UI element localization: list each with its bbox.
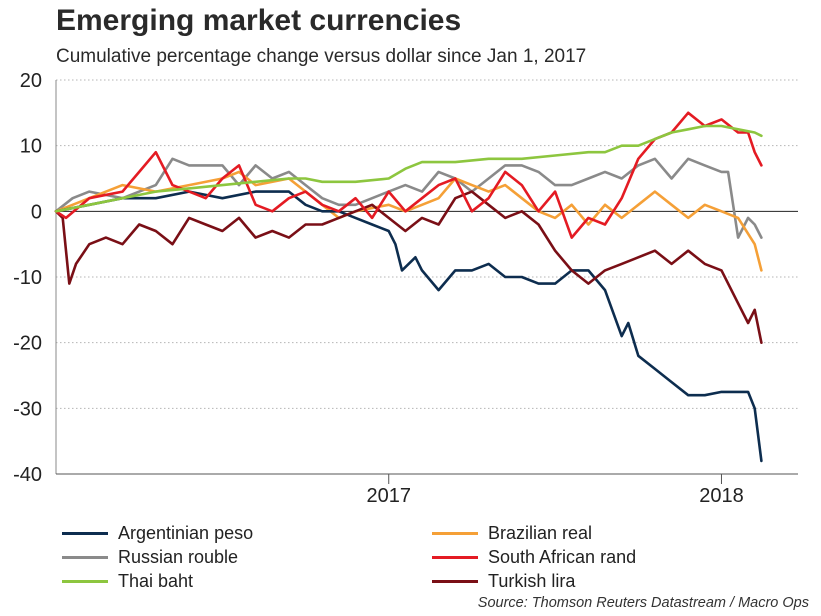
y-tick-label: -10 [13,267,42,289]
series-line-argentinian-peso [54,190,763,463]
legend-swatch [432,579,478,583]
x-tick-label: 2017 [366,485,411,507]
source-note: Source: Thomson Reuters Datastream / Mac… [477,595,809,611]
y-tick-label: 10 [20,136,42,158]
legend-item: Thai baht [62,570,193,592]
chart-subtitle: Cumulative percentage change versus doll… [56,46,587,67]
legend-swatch [432,531,478,535]
y-tick-label: 0 [31,201,42,223]
legend-item: Argentinian peso [62,522,253,544]
legend-swatch [62,579,108,583]
legend-item: Turkish lira [432,570,575,592]
legend-label: Thai baht [118,570,194,591]
legend-label: Russian rouble [118,546,239,567]
x-tick-label: 2018 [699,485,744,507]
legend-label: Argentinian peso [118,522,254,543]
y-tick-label: -20 [13,333,42,355]
legend-item: Russian rouble [62,546,238,568]
legend-label: Brazilian real [488,522,593,543]
series-line-thai-baht [54,124,763,213]
series-line-russian-rouble [54,157,763,239]
legend-swatch [62,531,108,535]
y-tick-label: -40 [13,464,42,486]
legend: Argentinian peso Brazilian real Russian ro… [62,522,782,594]
legend-swatch [62,555,108,559]
legend-label: Turkish lira [488,570,576,591]
legend-item: Brazilian real [432,522,592,544]
y-tick-label: -30 [13,398,42,420]
legend-item: South African rand [432,546,636,568]
y-tick-label: 20 [20,70,42,92]
series-line-turkish-lira [54,190,763,345]
chart-title: Emerging market currencies [56,4,462,37]
legend-label: South African rand [488,546,637,567]
legend-swatch [432,555,478,559]
